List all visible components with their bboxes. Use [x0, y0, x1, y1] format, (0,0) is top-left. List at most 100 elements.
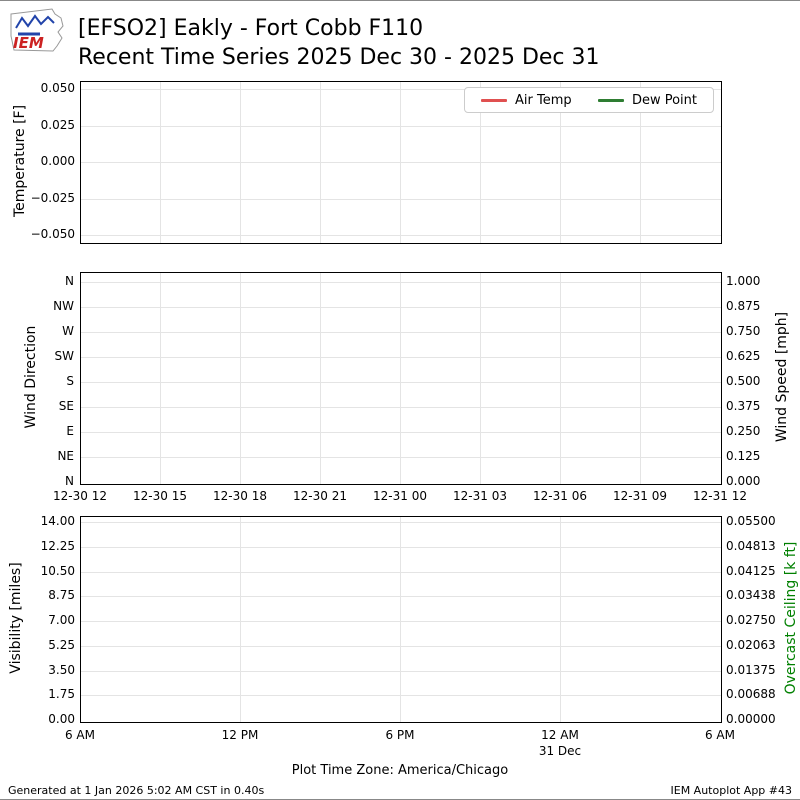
wind-xtick-label: 12-30 18: [213, 489, 267, 503]
gridline-vertical: [240, 82, 241, 243]
visibility-ytick-label: 5.25: [48, 637, 75, 652]
visibility-xtick-label: 12 AM: [541, 728, 579, 742]
gridline-vertical: [320, 82, 321, 243]
gridline-horizontal: [81, 382, 721, 383]
wind-xtick-label: 12-30 12: [53, 489, 107, 503]
gridline-horizontal: [81, 621, 721, 622]
visibility-ytick-label: 14.00: [40, 514, 75, 528]
autoplot-app-text: IEM Autoplot App #43: [670, 784, 793, 797]
gridline-horizontal: [81, 670, 721, 672]
gridline-horizontal: [81, 695, 721, 697]
wind-direction-ytick-label: N: [65, 474, 74, 488]
wind-xtick-label: 12-31 06: [533, 489, 587, 503]
visibility-plot-area: [80, 516, 722, 723]
temperature-ytick-labels: 0.050 0.025 0.000 −0.025 −0.050: [25, 81, 75, 242]
wind-speed-ytick-label: 0.250: [726, 424, 761, 438]
overcast-ceiling-ytick-label: 0.01375: [726, 662, 776, 677]
gridline-horizontal: [81, 235, 721, 236]
wind-xtick-label: 12-31 12: [693, 489, 747, 503]
legend-entry-dew-point: Dew Point: [597, 92, 697, 108]
wind-xtick-label: 12-31 00: [373, 489, 427, 503]
visibility-ytick-label: 3.50: [48, 662, 75, 677]
wind-direction-ytick-label: E: [66, 424, 74, 438]
legend: Air Temp Dew Point: [464, 87, 714, 113]
temperature-ytick-label: 0.000: [40, 154, 75, 168]
gridline-horizontal: [81, 645, 721, 647]
air-temp-line-icon: [481, 98, 507, 102]
visibility-ytick-labels: 14.00 12.25 10.50 8.75 7.00 5.25 3.50 1.75 0.00: [25, 514, 75, 727]
gridline-horizontal: [81, 357, 721, 358]
wind-direction-ytick-label: W: [62, 324, 74, 338]
generated-at-text: Generated at 1 Jan 2026 5:02 AM CST in 0…: [8, 784, 265, 797]
visibility-ytick-label: 10.50: [40, 563, 75, 578]
wind-speed-ytick-label: 0.000: [726, 474, 761, 488]
gridline-horizontal: [81, 125, 721, 127]
visibility-ytick-label: 12.25: [40, 538, 75, 553]
wind-speed-ytick-label: 0.875: [726, 299, 761, 313]
wind-direction-ytick-label: SW: [54, 349, 74, 363]
overcast-ceiling-ytick-label: 0.02063: [726, 637, 776, 652]
gridline-horizontal: [81, 282, 721, 283]
gridline-horizontal: [81, 89, 721, 90]
gridline-vertical: [160, 82, 161, 243]
wind-direction-ytick-label: SE: [58, 399, 74, 413]
wind-speed-ytick-labels: 1.000 0.875 0.750 0.625 0.500 0.375 0.250 0.125…: [726, 274, 786, 489]
wind-xtick-label: 12-31 03: [453, 489, 507, 503]
overcast-ceiling-ytick-label: 0.05500: [726, 514, 776, 528]
temperature-ytick-label: 0.025: [40, 117, 75, 132]
visibility-ytick-label: 1.75: [48, 687, 75, 702]
visibility-axis-label: Visibility [miles]: [8, 562, 24, 674]
overcast-ceiling-ytick-labels: 0.05500 0.04813 0.04125 0.03438 0.02750 0.020…: [726, 514, 786, 727]
gridline-vertical: [400, 273, 401, 484]
legend-label-dew-point: Dew Point: [631, 92, 697, 108]
overcast-ceiling-ytick-label: 0.02750: [726, 613, 776, 627]
gridline-vertical: [560, 517, 561, 722]
gridline-vertical: [160, 273, 161, 484]
wind-xtick-label: 12-30 21: [293, 489, 347, 503]
page-subtitle: Recent Time Series 2025 Dec 30 - 2025 De…: [78, 45, 600, 70]
wind-speed-ytick-label: 0.500: [726, 374, 761, 388]
overcast-ceiling-ytick-label: 0.00000: [726, 712, 776, 726]
legend-label-air-temp: Air Temp: [515, 92, 572, 108]
gridline-vertical: [560, 273, 561, 484]
gridline-horizontal: [81, 522, 721, 523]
gridline-vertical: [400, 82, 401, 243]
wind-xtick-label: 12-31 09: [613, 489, 667, 503]
overcast-ceiling-ytick-label: 0.03438: [726, 588, 776, 603]
gridline-horizontal: [81, 332, 721, 333]
gridline-vertical: [640, 273, 641, 484]
gridline-vertical: [480, 82, 481, 243]
gridline-horizontal: [81, 457, 721, 458]
wind-speed-ytick-label: 0.750: [726, 324, 761, 338]
gridline-vertical: [640, 82, 641, 243]
wind-xtick-label: 12-30 15: [133, 489, 187, 503]
gridline-horizontal: [81, 546, 721, 548]
wind-plot-area: [80, 272, 722, 485]
page-title: [EFSO2] Eakly - Fort Cobb F110: [78, 16, 424, 41]
wind-direction-ytick-label: NE: [57, 449, 74, 463]
visibility-xtick-label: 12 PM: [221, 728, 259, 742]
visibility-ytick-label: 0.00: [48, 712, 75, 726]
wind-speed-ytick-label: 0.125: [726, 449, 761, 463]
temperature-ytick-label: −0.025: [30, 190, 75, 205]
gridline-horizontal: [81, 571, 721, 573]
gridline-horizontal: [81, 307, 721, 308]
gridline-vertical: [240, 517, 241, 722]
wind-speed-ytick-label: 1.000: [726, 274, 761, 288]
iowa-outline-icon: IEM: [10, 8, 64, 52]
wind-speed-ytick-label: 0.625: [726, 349, 761, 363]
wind-speed-ytick-label: 0.375: [726, 399, 761, 413]
xtick-date-sublabel: 31 Dec: [538, 744, 582, 758]
dew-point-line-icon: [597, 98, 624, 102]
visibility-xtick-labels: 6 AM 12 PM 6 PM 12 AM 6 AM: [50, 728, 750, 742]
gridline-horizontal: [81, 162, 721, 163]
temperature-ytick-label: −0.050: [30, 227, 75, 241]
gridline-vertical: [560, 82, 561, 243]
overcast-ceiling-ytick-label: 0.04125: [726, 563, 776, 578]
visibility-xtick-label: 6 AM: [64, 728, 95, 742]
wind-direction-ytick-label: N: [65, 274, 74, 288]
visibility-xtick-label: 6 PM: [385, 728, 415, 742]
iem-logo: IEM: [8, 6, 66, 54]
gridline-horizontal: [81, 407, 721, 408]
